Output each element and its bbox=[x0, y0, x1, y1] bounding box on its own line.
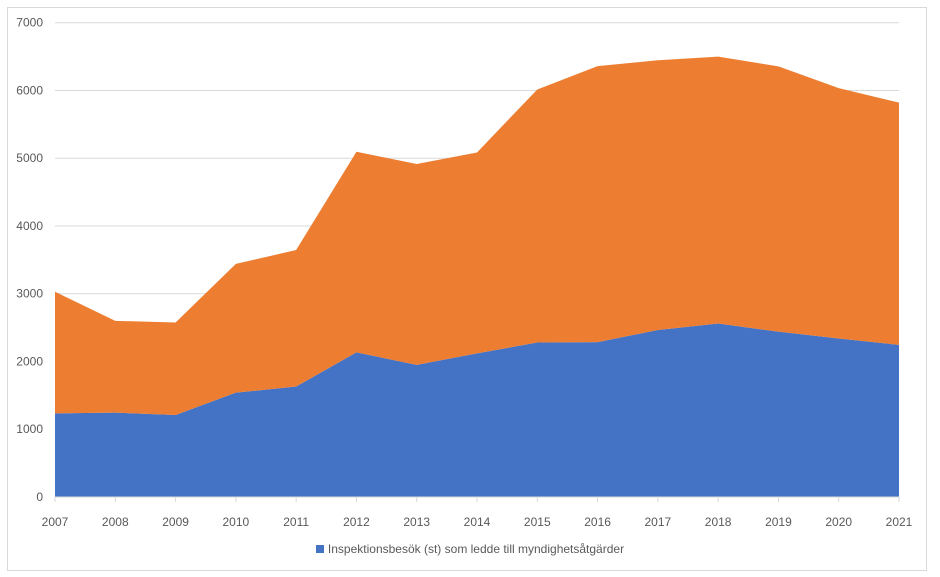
x-tick-label: 2016 bbox=[584, 515, 611, 529]
area-series-2 bbox=[55, 56, 899, 416]
x-tick-label: 2019 bbox=[765, 515, 792, 529]
legend-label: Inspektionsbesök (st) som ledde till myn… bbox=[327, 542, 625, 556]
x-tick-label: 2011 bbox=[283, 515, 309, 529]
y-tick-label: 2000 bbox=[16, 354, 43, 368]
y-tick-label: 3000 bbox=[16, 287, 43, 301]
area-series-1 bbox=[55, 323, 899, 497]
y-tick-label: 4000 bbox=[16, 219, 43, 233]
chart-frame bbox=[7, 7, 927, 571]
legend-swatch-blue bbox=[315, 545, 324, 553]
x-tick-label: 2020 bbox=[825, 515, 852, 529]
x-tick-label: 2015 bbox=[524, 515, 551, 529]
legend: Inspektionsbesök (st) som ledde till myn… bbox=[0, 542, 940, 556]
x-tick-label: 2012 bbox=[343, 515, 370, 529]
x-tick-label: 2008 bbox=[102, 515, 129, 529]
x-tick-label: 2009 bbox=[162, 515, 189, 529]
x-tick-label: 2007 bbox=[42, 515, 69, 529]
x-tick-label: 2010 bbox=[223, 515, 250, 529]
y-tick-label: 1000 bbox=[16, 422, 43, 436]
y-tick-label: 7000 bbox=[16, 16, 43, 30]
x-tick-label: 2017 bbox=[645, 515, 672, 529]
y-tick-label: 5000 bbox=[16, 151, 43, 165]
x-tick-label: 2018 bbox=[705, 515, 732, 529]
x-tick-label: 2014 bbox=[464, 515, 491, 529]
x-tick-label: 2021 bbox=[886, 515, 913, 529]
x-tick-label: 2013 bbox=[403, 515, 430, 529]
y-tick-label: 0 bbox=[36, 490, 43, 504]
y-tick-label: 6000 bbox=[16, 83, 43, 97]
